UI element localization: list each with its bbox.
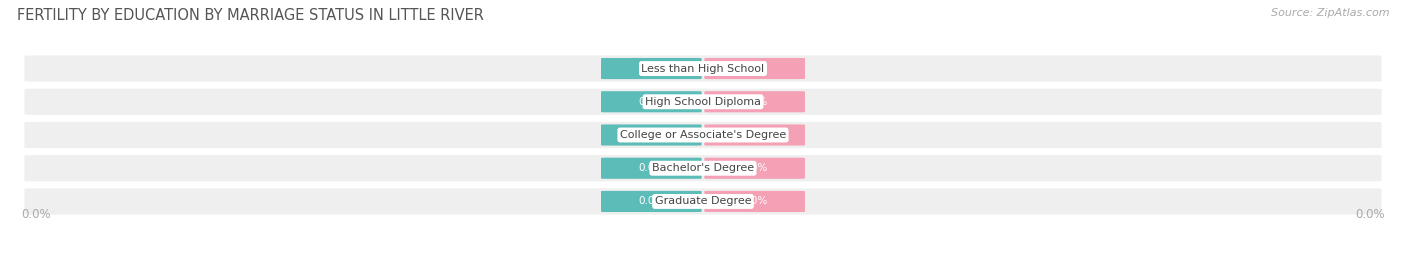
- FancyBboxPatch shape: [704, 158, 806, 179]
- Text: 0.0%: 0.0%: [741, 197, 768, 207]
- FancyBboxPatch shape: [24, 89, 1382, 115]
- Text: 0.0%: 0.0%: [638, 130, 665, 140]
- Text: 0.0%: 0.0%: [638, 97, 665, 107]
- FancyBboxPatch shape: [600, 58, 702, 79]
- FancyBboxPatch shape: [24, 155, 1382, 181]
- FancyBboxPatch shape: [600, 91, 702, 112]
- Text: 0.0%: 0.0%: [21, 208, 51, 221]
- Text: 0.0%: 0.0%: [741, 63, 768, 73]
- Text: Graduate Degree: Graduate Degree: [655, 197, 751, 207]
- Text: 0.0%: 0.0%: [638, 63, 665, 73]
- Text: 0.0%: 0.0%: [741, 163, 768, 173]
- Text: 0.0%: 0.0%: [741, 97, 768, 107]
- Text: 0.0%: 0.0%: [638, 163, 665, 173]
- FancyBboxPatch shape: [704, 58, 806, 79]
- Text: Source: ZipAtlas.com: Source: ZipAtlas.com: [1271, 8, 1389, 18]
- Text: High School Diploma: High School Diploma: [645, 97, 761, 107]
- Text: 0.0%: 0.0%: [741, 130, 768, 140]
- FancyBboxPatch shape: [704, 191, 806, 212]
- FancyBboxPatch shape: [24, 122, 1382, 148]
- FancyBboxPatch shape: [600, 124, 702, 146]
- Text: Less than High School: Less than High School: [641, 63, 765, 73]
- Text: Bachelor's Degree: Bachelor's Degree: [652, 163, 754, 173]
- FancyBboxPatch shape: [24, 188, 1382, 215]
- FancyBboxPatch shape: [24, 55, 1382, 82]
- Text: FERTILITY BY EDUCATION BY MARRIAGE STATUS IN LITTLE RIVER: FERTILITY BY EDUCATION BY MARRIAGE STATU…: [17, 8, 484, 23]
- FancyBboxPatch shape: [600, 191, 702, 212]
- FancyBboxPatch shape: [600, 158, 702, 179]
- Text: 0.0%: 0.0%: [638, 197, 665, 207]
- FancyBboxPatch shape: [704, 124, 806, 146]
- Text: 0.0%: 0.0%: [1355, 208, 1385, 221]
- FancyBboxPatch shape: [704, 91, 806, 112]
- Text: College or Associate's Degree: College or Associate's Degree: [620, 130, 786, 140]
